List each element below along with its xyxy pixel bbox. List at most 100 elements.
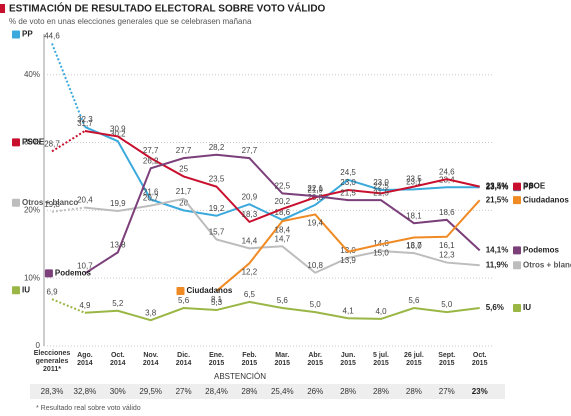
abstention-value: 28% <box>340 387 356 396</box>
data-label: 10,8 <box>307 261 323 270</box>
data-label: 24,5 <box>340 168 356 177</box>
data-label: 14,7 <box>275 234 291 243</box>
data-label: 26,2 <box>143 156 159 165</box>
abstention-label: ABSTENCIÓN <box>214 372 266 381</box>
y-tick-label: 30% <box>24 138 40 147</box>
line-lead <box>51 130 86 153</box>
data-label: 44,6 <box>44 32 60 41</box>
abstention-value: 25,4% <box>271 387 294 396</box>
x-tick-label: Oct. 2015 <box>471 352 488 367</box>
series-line <box>215 199 481 292</box>
data-label: 30,2 <box>110 129 126 138</box>
y-tick-label: 20% <box>24 205 40 214</box>
x-tick-label: Abr. 2015 <box>307 352 323 367</box>
data-label: 16,1 <box>439 241 455 250</box>
data-label: 20,9 <box>242 192 258 201</box>
abstention-value: 32,8% <box>74 387 97 396</box>
x-tick-label: 5 jul. 2015 <box>373 352 389 367</box>
data-label: 20,4 <box>77 196 93 205</box>
data-label: 14,1% <box>486 245 509 254</box>
data-label: 22,5 <box>373 182 389 191</box>
data-label: 5,6 <box>408 296 420 305</box>
series-line <box>84 197 480 274</box>
legend-swatch <box>513 304 521 313</box>
data-label: 22,5 <box>275 182 291 191</box>
y-tick-label: 40% <box>24 70 40 79</box>
legend-swatch <box>44 269 53 278</box>
data-label: 4,0 <box>375 307 387 316</box>
data-label: 15,0 <box>373 248 389 257</box>
legend-swatch <box>12 138 20 147</box>
data-label: 27,7 <box>242 146 258 155</box>
y-tick-label: 10% <box>24 273 40 282</box>
chart-title: ESTIMACIÓN DE RESULTADO ELECTORAL SOBRE … <box>9 2 326 15</box>
data-label: 21,5% <box>486 195 509 204</box>
data-label: 18,6 <box>275 208 291 217</box>
data-label: 32,3 <box>77 115 93 124</box>
data-label: 18,6 <box>439 208 455 217</box>
abstention-value: 28% <box>373 387 389 396</box>
legend-swatch <box>12 198 20 207</box>
data-label: 4,9 <box>79 301 91 310</box>
x-tick-label: 26 jul. 2015 <box>403 352 424 367</box>
data-label: 4,1 <box>343 306 355 315</box>
data-label: 27,7 <box>176 146 192 155</box>
x-tick-label: Feb. 2015 <box>241 352 258 367</box>
data-label: 20,7 <box>143 194 159 203</box>
x-tick-label: Ago. 2014 <box>77 352 93 367</box>
data-label: 12,2 <box>242 267 258 276</box>
abstention-value: 28% <box>241 387 257 396</box>
data-label: 21,9 <box>307 186 323 195</box>
data-label: 21,5 <box>340 188 356 197</box>
x-tick-label: Dic. 2014 <box>175 352 192 367</box>
data-label: 23,4% <box>486 182 509 191</box>
abstention-band <box>30 384 505 399</box>
data-label: 18,1 <box>406 211 422 220</box>
data-label: 23,5 <box>209 175 225 184</box>
data-label: 19,8 <box>44 200 60 209</box>
data-label: 23,0 <box>340 178 356 187</box>
series-line <box>84 126 480 221</box>
data-label: 18,4 <box>275 225 291 234</box>
data-label: 8,1 <box>211 295 223 304</box>
legend-label: Podemos <box>55 269 92 278</box>
abstention-value: 29,5% <box>139 387 162 396</box>
data-label: 5,3 <box>211 298 223 307</box>
data-label: 23,5% <box>486 182 509 191</box>
data-label: 5,0 <box>441 300 453 309</box>
data-label: 5,6% <box>486 303 504 312</box>
legend-swatch <box>176 287 185 296</box>
data-label: 6,5 <box>244 290 256 299</box>
data-label: 25 <box>179 165 188 174</box>
data-label: 22,1 <box>307 184 323 193</box>
data-label: 15,7 <box>209 228 225 237</box>
legend-swatch <box>12 286 20 295</box>
data-label: 20 <box>179 198 188 207</box>
data-label: 3,8 <box>145 308 157 317</box>
data-label: 21,6 <box>143 188 159 197</box>
data-label: 19,2 <box>209 204 225 213</box>
legend-swatch <box>513 182 521 191</box>
line-lead <box>51 206 86 213</box>
abstention-value: 28% <box>406 387 422 396</box>
data-label: 12,3 <box>439 251 455 260</box>
series-line <box>84 130 480 224</box>
data-label: 5,6 <box>178 296 190 305</box>
abstention-value: 30% <box>110 387 126 396</box>
x-tick-label: Ene. 2015 <box>208 352 225 367</box>
data-label: 28,7 <box>44 139 60 148</box>
chart-subtitle: % de voto en unas elecciones generales q… <box>9 17 252 26</box>
data-label: 5,0 <box>310 300 322 309</box>
data-label: 18,3 <box>242 210 258 219</box>
legend-label: IU <box>22 285 30 294</box>
x-tick-label: Jun. 2015 <box>340 352 356 367</box>
series-line <box>84 153 481 275</box>
abstention-value: 27% <box>176 387 192 396</box>
legend-swatch <box>513 261 521 270</box>
legend-swatch <box>12 30 20 39</box>
data-label: 11,9% <box>486 260 508 269</box>
data-label: 24,6 <box>439 167 455 176</box>
data-label: 13,0 <box>340 246 356 255</box>
x-tick-label: Mar. 2015 <box>274 352 291 367</box>
legend-label: PP <box>523 182 534 191</box>
